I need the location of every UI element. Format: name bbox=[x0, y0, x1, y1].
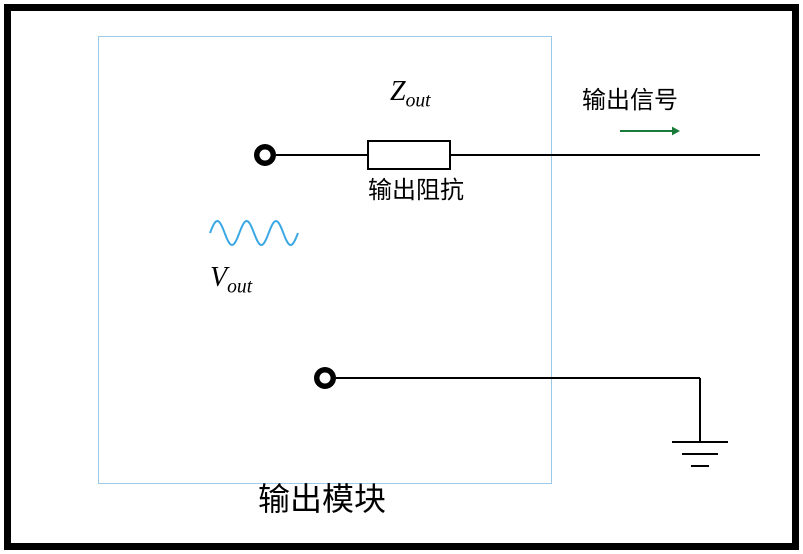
v-out-main: V bbox=[210, 262, 227, 293]
v-out-label: Vout bbox=[210, 262, 252, 299]
v-out-sub: out bbox=[227, 277, 252, 298]
output-impedance-label: 输出阻抗 bbox=[368, 170, 464, 205]
output-signal-label: 输出信号 bbox=[582, 80, 678, 115]
z-out-label: Zout bbox=[390, 76, 431, 113]
z-out-main: Z bbox=[390, 76, 406, 107]
module-name-label: 输出模块 bbox=[258, 474, 386, 520]
z-out-sub: out bbox=[406, 91, 431, 112]
